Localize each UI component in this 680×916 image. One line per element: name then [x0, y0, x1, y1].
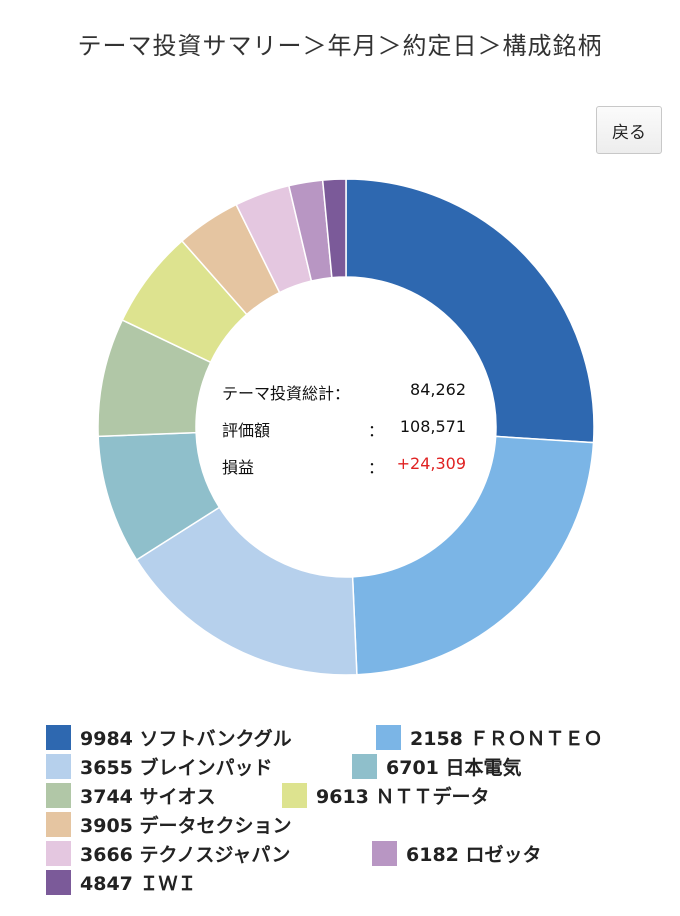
legend-item[interactable]: 2158 ＦＲＯＮＴＥＯ	[376, 724, 603, 751]
legend-item[interactable]: 9613 ＮＴＴデータ	[282, 782, 490, 809]
legend-item[interactable]: 9984 ソフトバンクグル	[46, 724, 292, 751]
pl-value: +24,309	[396, 454, 466, 473]
eval-label: 評価額	[222, 421, 271, 440]
legend-label: 6182 ロゼッタ	[406, 844, 542, 866]
donut-slice[interactable]	[351, 435, 595, 676]
legend-item[interactable]: 6182 ロゼッタ	[372, 840, 542, 867]
legend-swatch	[46, 812, 71, 837]
summary-total-row: テーマ投資総計： 84,262	[222, 380, 472, 417]
donut-slice[interactable]	[321, 178, 347, 279]
legend-label: 3655 ブレインパッド	[80, 757, 273, 779]
total-value: 84,262	[410, 380, 466, 399]
legend-item[interactable]: 6701 日本電気	[352, 753, 522, 780]
summary-pl-row: 損益 ： +24,309	[222, 454, 472, 491]
legend-item[interactable]: 3744 サイオス	[46, 782, 216, 809]
legend-item[interactable]: 3655 ブレインパッド	[46, 753, 273, 780]
summary-panel: テーマ投資総計： 84,262 評価額 ： 108,571 損益 ： +24,3…	[222, 380, 472, 491]
legend-swatch	[376, 725, 401, 750]
back-button[interactable]: 戻る	[596, 106, 662, 154]
pl-colon: ：	[368, 458, 385, 477]
legend-swatch	[46, 783, 71, 808]
donut-slice[interactable]	[345, 178, 595, 444]
legend-label: 3905 データセクション	[80, 815, 292, 837]
legend-swatch	[46, 754, 71, 779]
legend-label: 3666 テクノスジャパン	[80, 844, 291, 866]
legend-item[interactable]: 3905 データセクション	[46, 811, 292, 838]
eval-value: 108,571	[399, 417, 466, 436]
total-label: テーマ投資総計：	[222, 384, 351, 403]
page-title: テーマ投資サマリー＞年月＞約定日＞構成銘柄	[77, 32, 603, 60]
legend-swatch	[46, 725, 71, 750]
legend-item[interactable]: 3666 テクノスジャパン	[46, 840, 290, 867]
legend-swatch	[352, 754, 377, 779]
donut-chart	[97, 178, 595, 676]
legend-swatch	[46, 841, 71, 866]
legend-swatch	[46, 870, 71, 895]
legend-label: 9613 ＮＴＴデータ	[316, 786, 490, 808]
chart-legend: 9984 ソフトバンクグル 2158 ＦＲＯＮＴＥＯ 3655 ブレインパッド …	[46, 724, 666, 898]
legend-label: 2158 ＦＲＯＮＴＥＯ	[410, 728, 603, 750]
legend-swatch	[282, 783, 307, 808]
eval-colon: ：	[368, 421, 385, 440]
pl-label: 損益	[222, 458, 255, 477]
legend-item[interactable]: 4847 ＩＷＩ	[46, 869, 197, 896]
legend-swatch	[372, 841, 397, 866]
legend-label: 9984 ソフトバンクグル	[80, 728, 292, 750]
summary-eval-row: 評価額 ： 108,571	[222, 417, 472, 454]
legend-label: 4847 ＩＷＩ	[80, 873, 197, 895]
legend-label: 3744 サイオス	[80, 786, 216, 808]
legend-label: 6701 日本電気	[386, 757, 522, 779]
